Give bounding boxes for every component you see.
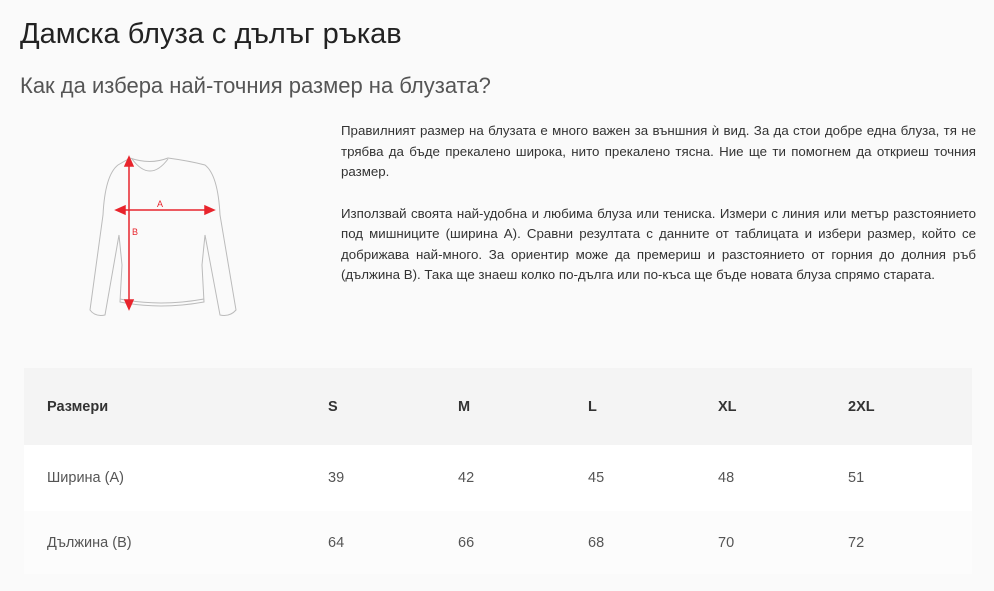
shirt-measurement-diagram: A B [89, 155, 237, 316]
header-cell: Размери [47, 398, 109, 415]
size-table: Размери S M L XL 2XL Ширина (А) 39 42 45… [24, 368, 972, 574]
table-cell: 68 [588, 534, 605, 551]
table-cell: 45 [588, 470, 605, 486]
page-title: Дамска блуза с дълъг ръкав [20, 18, 402, 50]
row-label: Ширина (А) [47, 470, 124, 486]
measurement-arrows [114, 155, 216, 311]
page-subtitle: Как да избера най-точния размер на блуза… [20, 73, 491, 98]
table-cell: 48 [718, 470, 735, 486]
header-cell: L [588, 398, 597, 415]
table-row: Дължина (В) 64 66 68 70 72 [24, 511, 972, 574]
paragraph: Правилният размер на блузата е много важ… [341, 123, 976, 179]
table-cell: 39 [328, 470, 345, 486]
row-label: Дължина (В) [47, 534, 132, 551]
paragraph: Използвай своята най-удобна и любима блу… [341, 205, 976, 283]
header-cell: M [458, 398, 471, 415]
header-cell: S [328, 398, 338, 415]
header-cell: 2XL [848, 398, 875, 415]
table-cell: 64 [328, 534, 345, 551]
table-cell: 70 [718, 534, 735, 551]
table-header-row: Размери S M L XL 2XL [24, 368, 972, 445]
table-cell: 72 [848, 534, 865, 551]
size-guide-text: Правилният размер на блузата е много важ… [341, 121, 976, 307]
table-cell: 42 [458, 470, 475, 486]
table-row: Ширина (А) 39 42 45 48 51 [24, 445, 972, 511]
header-cell: XL [718, 398, 737, 415]
table-cell: 51 [848, 470, 865, 486]
label-a: A [157, 199, 163, 209]
table-cell: 66 [458, 534, 475, 551]
label-b: B [132, 227, 138, 237]
